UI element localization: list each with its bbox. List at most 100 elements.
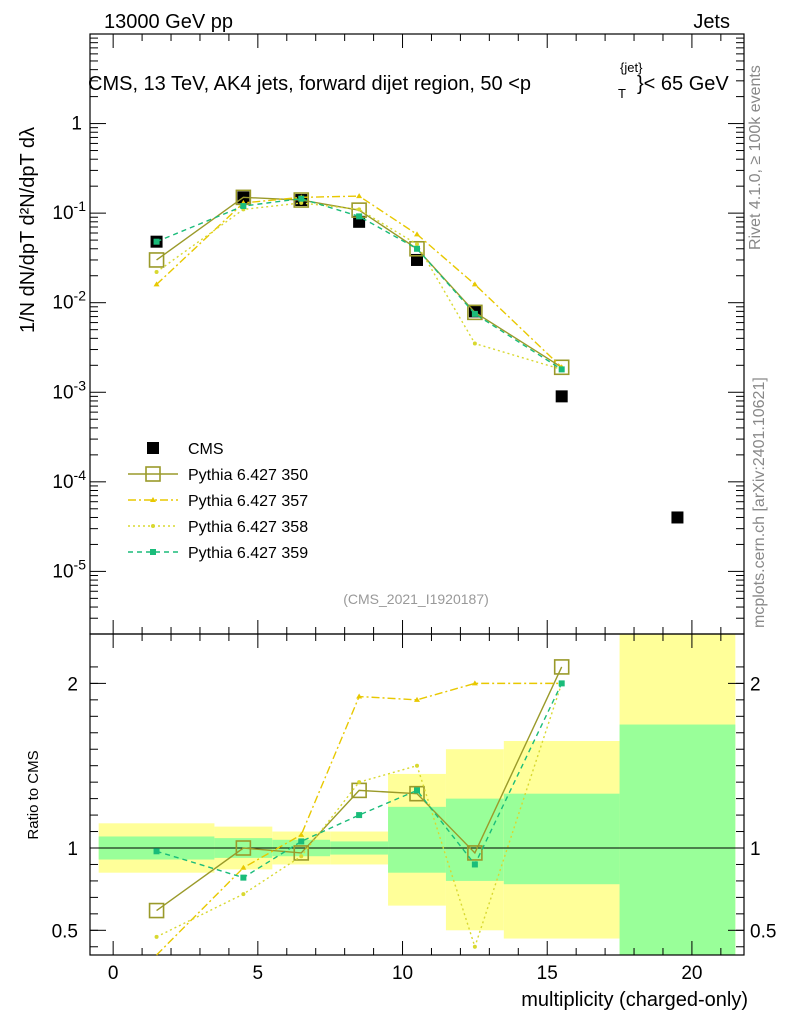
legend-marker-2	[150, 497, 156, 502]
ytick-label-ratio-r-2: 2	[750, 674, 761, 695]
legend-label-4: Pythia 6.427 359	[188, 545, 308, 562]
legend-entry-1: Pythia 6.427 350	[128, 466, 308, 484]
header-jets: Jets	[693, 11, 730, 33]
ylabel-ratio: Ratio to CMS	[25, 750, 42, 839]
ratio-point-3-6	[558, 680, 565, 687]
plot-title-main: CMS, 13 TeV, AK4 jets, forward dijet reg…	[88, 73, 531, 95]
ratio-point-3-1	[240, 874, 247, 881]
legend-label-2: Pythia 6.427 357	[188, 493, 308, 510]
main-point-0-7	[671, 511, 684, 524]
band-inner-7	[619, 724, 736, 955]
main-frame	[89, 33, 745, 635]
ratio-point-2-0	[154, 934, 159, 939]
rivet-version: Rivet 4.1.0, ≥ 100k events	[747, 65, 764, 250]
main-point-4-0	[153, 238, 160, 245]
ytick-label-ratio-1: 1	[67, 839, 78, 860]
main-point-4-6	[558, 366, 565, 373]
ytick-label-main-0: 1	[71, 114, 82, 135]
ratio-point-2-3	[357, 780, 362, 785]
main-point-4-1	[240, 203, 247, 210]
xtick-label-0: 0	[108, 963, 119, 984]
legend-entry-3: Pythia 6.427 358	[128, 519, 308, 536]
ratio-point-1-4	[414, 696, 420, 702]
ratio-point-3-4	[414, 787, 420, 794]
ratio-point-3-2	[298, 838, 305, 845]
ratio-point-0-5	[467, 845, 483, 861]
ratio-point-0-1	[235, 840, 252, 856]
legend-label-1: Pythia 6.427 350	[188, 467, 308, 484]
ratio-point-2-4	[415, 763, 419, 768]
legend-label-0: CMS	[188, 441, 224, 458]
main-point-1-6	[553, 359, 570, 376]
main-point-1-0	[148, 252, 165, 268]
legend-marker-4	[150, 549, 156, 555]
legend-marker-0	[147, 442, 159, 454]
band-inner-4	[388, 806, 446, 873]
ylabel-main: 1/N dN/dpT d²N/dpT dλ	[17, 127, 39, 333]
main-point-2-3	[356, 193, 363, 199]
xtick-label-10: 10	[392, 963, 413, 984]
xlabel: multiplicity (charged-only)	[521, 989, 748, 1011]
main-point-4-4	[414, 245, 420, 252]
ratio-frame	[89, 633, 745, 956]
main-point-2-0	[153, 281, 160, 287]
ytick-label-main-4: 10-4	[52, 467, 86, 493]
ratio-point-0-4	[409, 785, 425, 802]
legend-marker-3	[151, 524, 155, 528]
plot-title-sub: T	[618, 86, 626, 101]
analysis-tag: (CMS_2021_I1920187)	[343, 591, 489, 607]
main-point-0-6	[555, 390, 568, 403]
ytick-label-main-1: 10-1	[52, 198, 86, 224]
ratio-point-1-5	[471, 680, 478, 686]
ratio-point-2-5	[472, 944, 477, 949]
band-inner-6	[503, 793, 620, 885]
main-point-4-2	[298, 195, 305, 202]
legend-entry-2: Pythia 6.427 357	[128, 493, 308, 510]
ytick-label-main-3: 10-3	[52, 377, 86, 403]
main-line-3	[156, 202, 562, 371]
xtick-label-15: 15	[537, 963, 558, 984]
main-point-3-2	[299, 200, 304, 205]
mcplots-credit: mcplots.cern.ch [arXiv:2401.10621]	[751, 377, 768, 628]
ytick-label-ratio-0: 0.5	[52, 921, 78, 942]
main-point-3-5	[472, 341, 477, 346]
main-point-3-0	[154, 270, 159, 275]
main-point-0-4	[411, 253, 423, 266]
main-point-4-5	[471, 310, 478, 317]
legend-entry-0: CMS	[147, 441, 224, 458]
ytick-label-ratio-r-1: 1	[750, 839, 761, 860]
ratio-point-0-6	[553, 659, 570, 675]
data-marks	[148, 189, 684, 956]
ratio-line-0	[156, 666, 563, 912]
main-point-2-5	[471, 281, 478, 287]
ratio-point-2-1	[241, 892, 246, 897]
main-point-3-3	[357, 207, 362, 212]
ratio-point-1-1	[240, 864, 247, 870]
plot-title-end: }< 65 GeV	[637, 73, 729, 95]
ratio-series-0	[148, 659, 570, 919]
ratio-point-1-2	[298, 831, 305, 837]
ratio-series-3	[153, 680, 565, 881]
ylabel-main-text: 1/N dN/dpT d²N/dpT dλ	[17, 127, 39, 333]
main-point-3-4	[415, 242, 419, 247]
ratio-point-0-2	[293, 845, 310, 861]
plot-title: CMS, 13 TeV, AK4 jets, forward dijet reg…	[88, 60, 729, 101]
legend-label-3: Pythia 6.427 358	[188, 519, 308, 536]
main-point-1-5	[467, 304, 483, 321]
ratio-point-3-5	[471, 861, 478, 868]
ytick-label-ratio-r-0: 0.5	[750, 921, 776, 942]
legend-marker-1	[145, 466, 161, 482]
legend: CMS Pythia 6.427 350 Pythia 6.427 357 Pythi…	[128, 441, 308, 562]
xtick-label-5: 5	[253, 963, 264, 984]
ytick-label-main-5: 10-5	[52, 556, 86, 582]
ytick-label-main-2: 10-2	[52, 288, 86, 314]
main-point-1-4	[409, 240, 425, 257]
legend-entry-4: Pythia 6.427 359	[128, 545, 308, 562]
main-point-2-4	[414, 231, 420, 237]
plot-title-sup: {jet}	[620, 60, 643, 75]
xtick-label-20: 20	[681, 963, 702, 984]
main-point-4-3	[356, 213, 363, 220]
ratio-point-1-3	[356, 693, 363, 699]
axes: 0 5 10 15 20 1 10-1 10-2 10-3 10-4 10-5 0.5 0.5 1 1 2 2	[52, 33, 776, 984]
